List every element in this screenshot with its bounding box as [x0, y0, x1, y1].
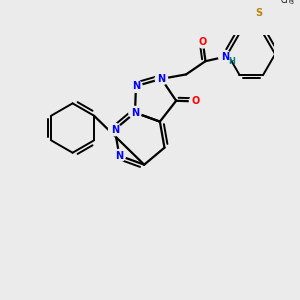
Text: N: N — [157, 74, 165, 84]
Text: N: N — [132, 81, 140, 91]
Text: 3: 3 — [290, 0, 294, 5]
Text: CH: CH — [281, 0, 292, 4]
Circle shape — [109, 123, 121, 136]
Text: O: O — [191, 96, 200, 106]
Text: H: H — [229, 57, 236, 66]
Text: O: O — [199, 37, 207, 47]
Circle shape — [189, 95, 202, 108]
Circle shape — [196, 36, 209, 48]
Text: N: N — [131, 108, 139, 118]
Text: N: N — [221, 52, 229, 62]
Circle shape — [219, 51, 231, 63]
Circle shape — [155, 73, 167, 85]
Circle shape — [113, 149, 125, 162]
Text: N: N — [115, 151, 123, 160]
Circle shape — [253, 7, 265, 20]
Text: N: N — [111, 124, 119, 135]
Circle shape — [130, 80, 142, 92]
Text: S: S — [255, 8, 262, 18]
Circle shape — [129, 106, 141, 119]
